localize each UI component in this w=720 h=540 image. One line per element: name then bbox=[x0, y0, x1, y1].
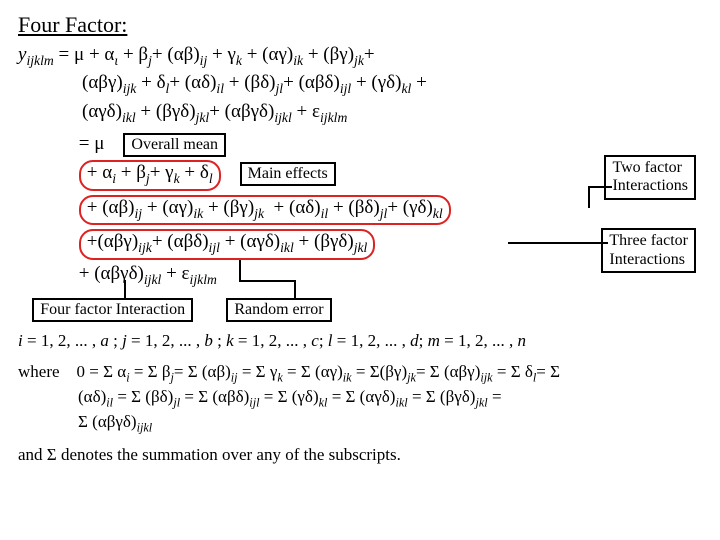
model-equation: yijklm = μ + αι + βj+ (αβ)ij + γk + (αγ)… bbox=[18, 42, 702, 127]
index-ranges: i = 1, 2, ... , a ; j = 1, 2, ... , b ; … bbox=[18, 330, 702, 353]
four-factor-term: + (αβγδ)ijkl + εijklm bbox=[79, 263, 217, 284]
random-error-label: Random error bbox=[226, 298, 331, 322]
mu-term: = μ bbox=[79, 133, 105, 154]
main-effects-box: + αi + βj+ γk + δl bbox=[79, 160, 221, 191]
overall-mean-label: Overall mean bbox=[123, 133, 226, 157]
constraints: where 0 = Σ αi = Σ βj= Σ (αβ)ij = Σ γk =… bbox=[18, 361, 702, 436]
page-title: Four Factor: bbox=[18, 12, 702, 38]
footer-note: and Σ denotes the summation over any of … bbox=[18, 444, 702, 467]
four-factor-label: Four factor Interaction bbox=[32, 298, 193, 322]
two-factor-box: + (αβ)ij + (αγ)ik + (βγ)jk + (αδ)il + (β… bbox=[79, 195, 451, 226]
main-effects-label: Main effects bbox=[240, 162, 336, 186]
three-factor-box: +(αβγ)ijk+ (αβδ)ijl + (αγδ)ikl + (βγδ)jk… bbox=[79, 229, 376, 260]
